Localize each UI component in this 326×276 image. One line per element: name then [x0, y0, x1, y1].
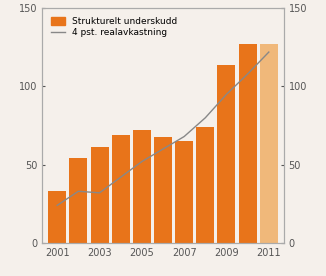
Bar	[91, 147, 109, 243]
Bar	[154, 137, 172, 243]
Legend: Strukturelt underskudd, 4 pst. realavkastning: Strukturelt underskudd, 4 pst. realavkas…	[49, 15, 179, 39]
Bar	[239, 44, 257, 243]
Bar	[217, 65, 235, 243]
Bar	[260, 44, 278, 243]
Bar	[133, 130, 151, 243]
Bar	[48, 191, 66, 243]
Bar	[196, 127, 214, 243]
Bar	[112, 135, 130, 243]
Bar	[69, 158, 87, 243]
Bar	[175, 141, 193, 243]
